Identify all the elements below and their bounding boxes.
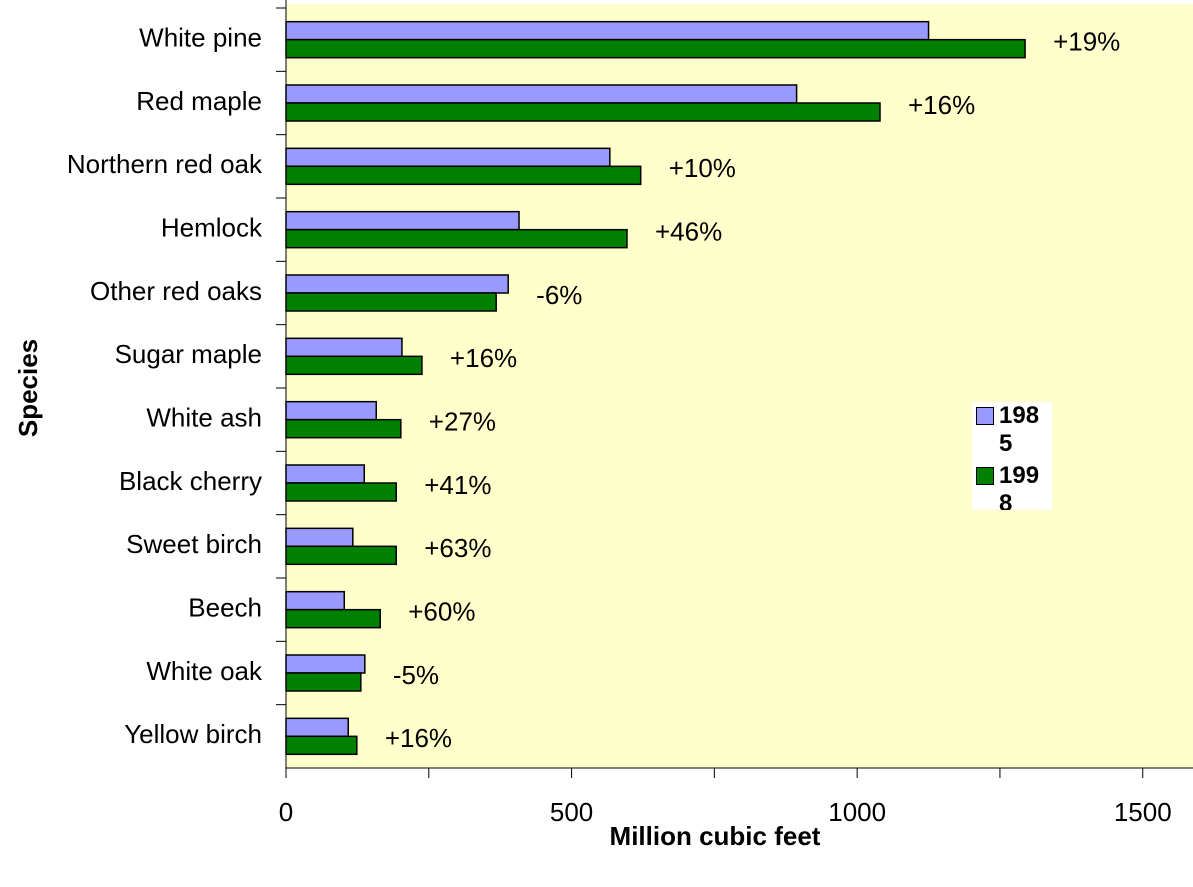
y-tick-label: Sweet birch — [126, 529, 262, 559]
x-tick-label: 1000 — [828, 797, 886, 827]
annotation: +63% — [424, 533, 491, 563]
bar — [285, 38, 1026, 59]
y-tick-label: White oak — [146, 656, 263, 686]
annotation: +19% — [1053, 27, 1120, 57]
annotation: +60% — [408, 597, 475, 627]
y-tick-label: Hemlock — [161, 213, 263, 243]
legend-label: 1985 — [999, 402, 1040, 457]
annotation: +27% — [429, 407, 496, 437]
annotation: +16% — [385, 723, 452, 753]
x-tick-label: 500 — [550, 797, 593, 827]
bar — [285, 20, 930, 41]
x-tick-label: 1500 — [1114, 797, 1172, 827]
y-tick-label: Yellow birch — [124, 719, 262, 749]
annotation: +16% — [450, 343, 517, 373]
y-tick-label: White pine — [139, 23, 262, 53]
bar — [285, 355, 423, 376]
bar — [285, 102, 881, 122]
bar — [285, 337, 403, 358]
bar — [285, 418, 402, 439]
bar — [285, 147, 611, 168]
y-tick-label: Northern red oak — [67, 149, 263, 179]
plot-area — [286, 4, 1193, 768]
bar — [285, 717, 350, 738]
annotation: -5% — [393, 660, 439, 690]
x-tick-label: 0 — [279, 797, 293, 827]
y-tick-label: Beech — [188, 593, 262, 623]
y-tick-label: Red maple — [136, 86, 262, 116]
y-tick-label: Sugar maple — [115, 339, 262, 369]
bar — [285, 165, 642, 186]
bar — [285, 292, 497, 312]
legend-swatch — [976, 467, 994, 485]
bar — [285, 545, 397, 566]
bar — [285, 274, 509, 294]
legend-item: 1998 — [976, 462, 1043, 510]
annotation: +16% — [908, 90, 975, 120]
legend-swatch — [976, 407, 994, 425]
y-tick-label: White ash — [146, 403, 262, 433]
y-axis-title: Species — [13, 339, 43, 437]
y-tick-label: Black cherry — [119, 466, 262, 496]
bar — [285, 590, 346, 611]
annotation: -6% — [536, 280, 582, 310]
bar — [285, 228, 628, 249]
legend: 1985 1998 — [972, 402, 1052, 510]
bar — [285, 654, 366, 674]
bar — [285, 608, 381, 629]
legend-item: 1985 — [976, 402, 1043, 458]
bar — [285, 400, 377, 421]
legend-label: 1998 — [999, 462, 1040, 510]
annotation: +46% — [655, 217, 722, 247]
y-tick-label: Other red oaks — [90, 276, 262, 306]
bar — [285, 672, 362, 692]
annotation: +41% — [424, 470, 491, 500]
x-axis-title: Million cubic feet — [610, 821, 821, 851]
bar — [285, 84, 798, 104]
bar — [285, 527, 354, 548]
bar — [285, 464, 365, 484]
bar — [285, 482, 397, 502]
annotation: +10% — [669, 153, 736, 183]
bar — [285, 210, 520, 231]
bar — [285, 735, 358, 756]
